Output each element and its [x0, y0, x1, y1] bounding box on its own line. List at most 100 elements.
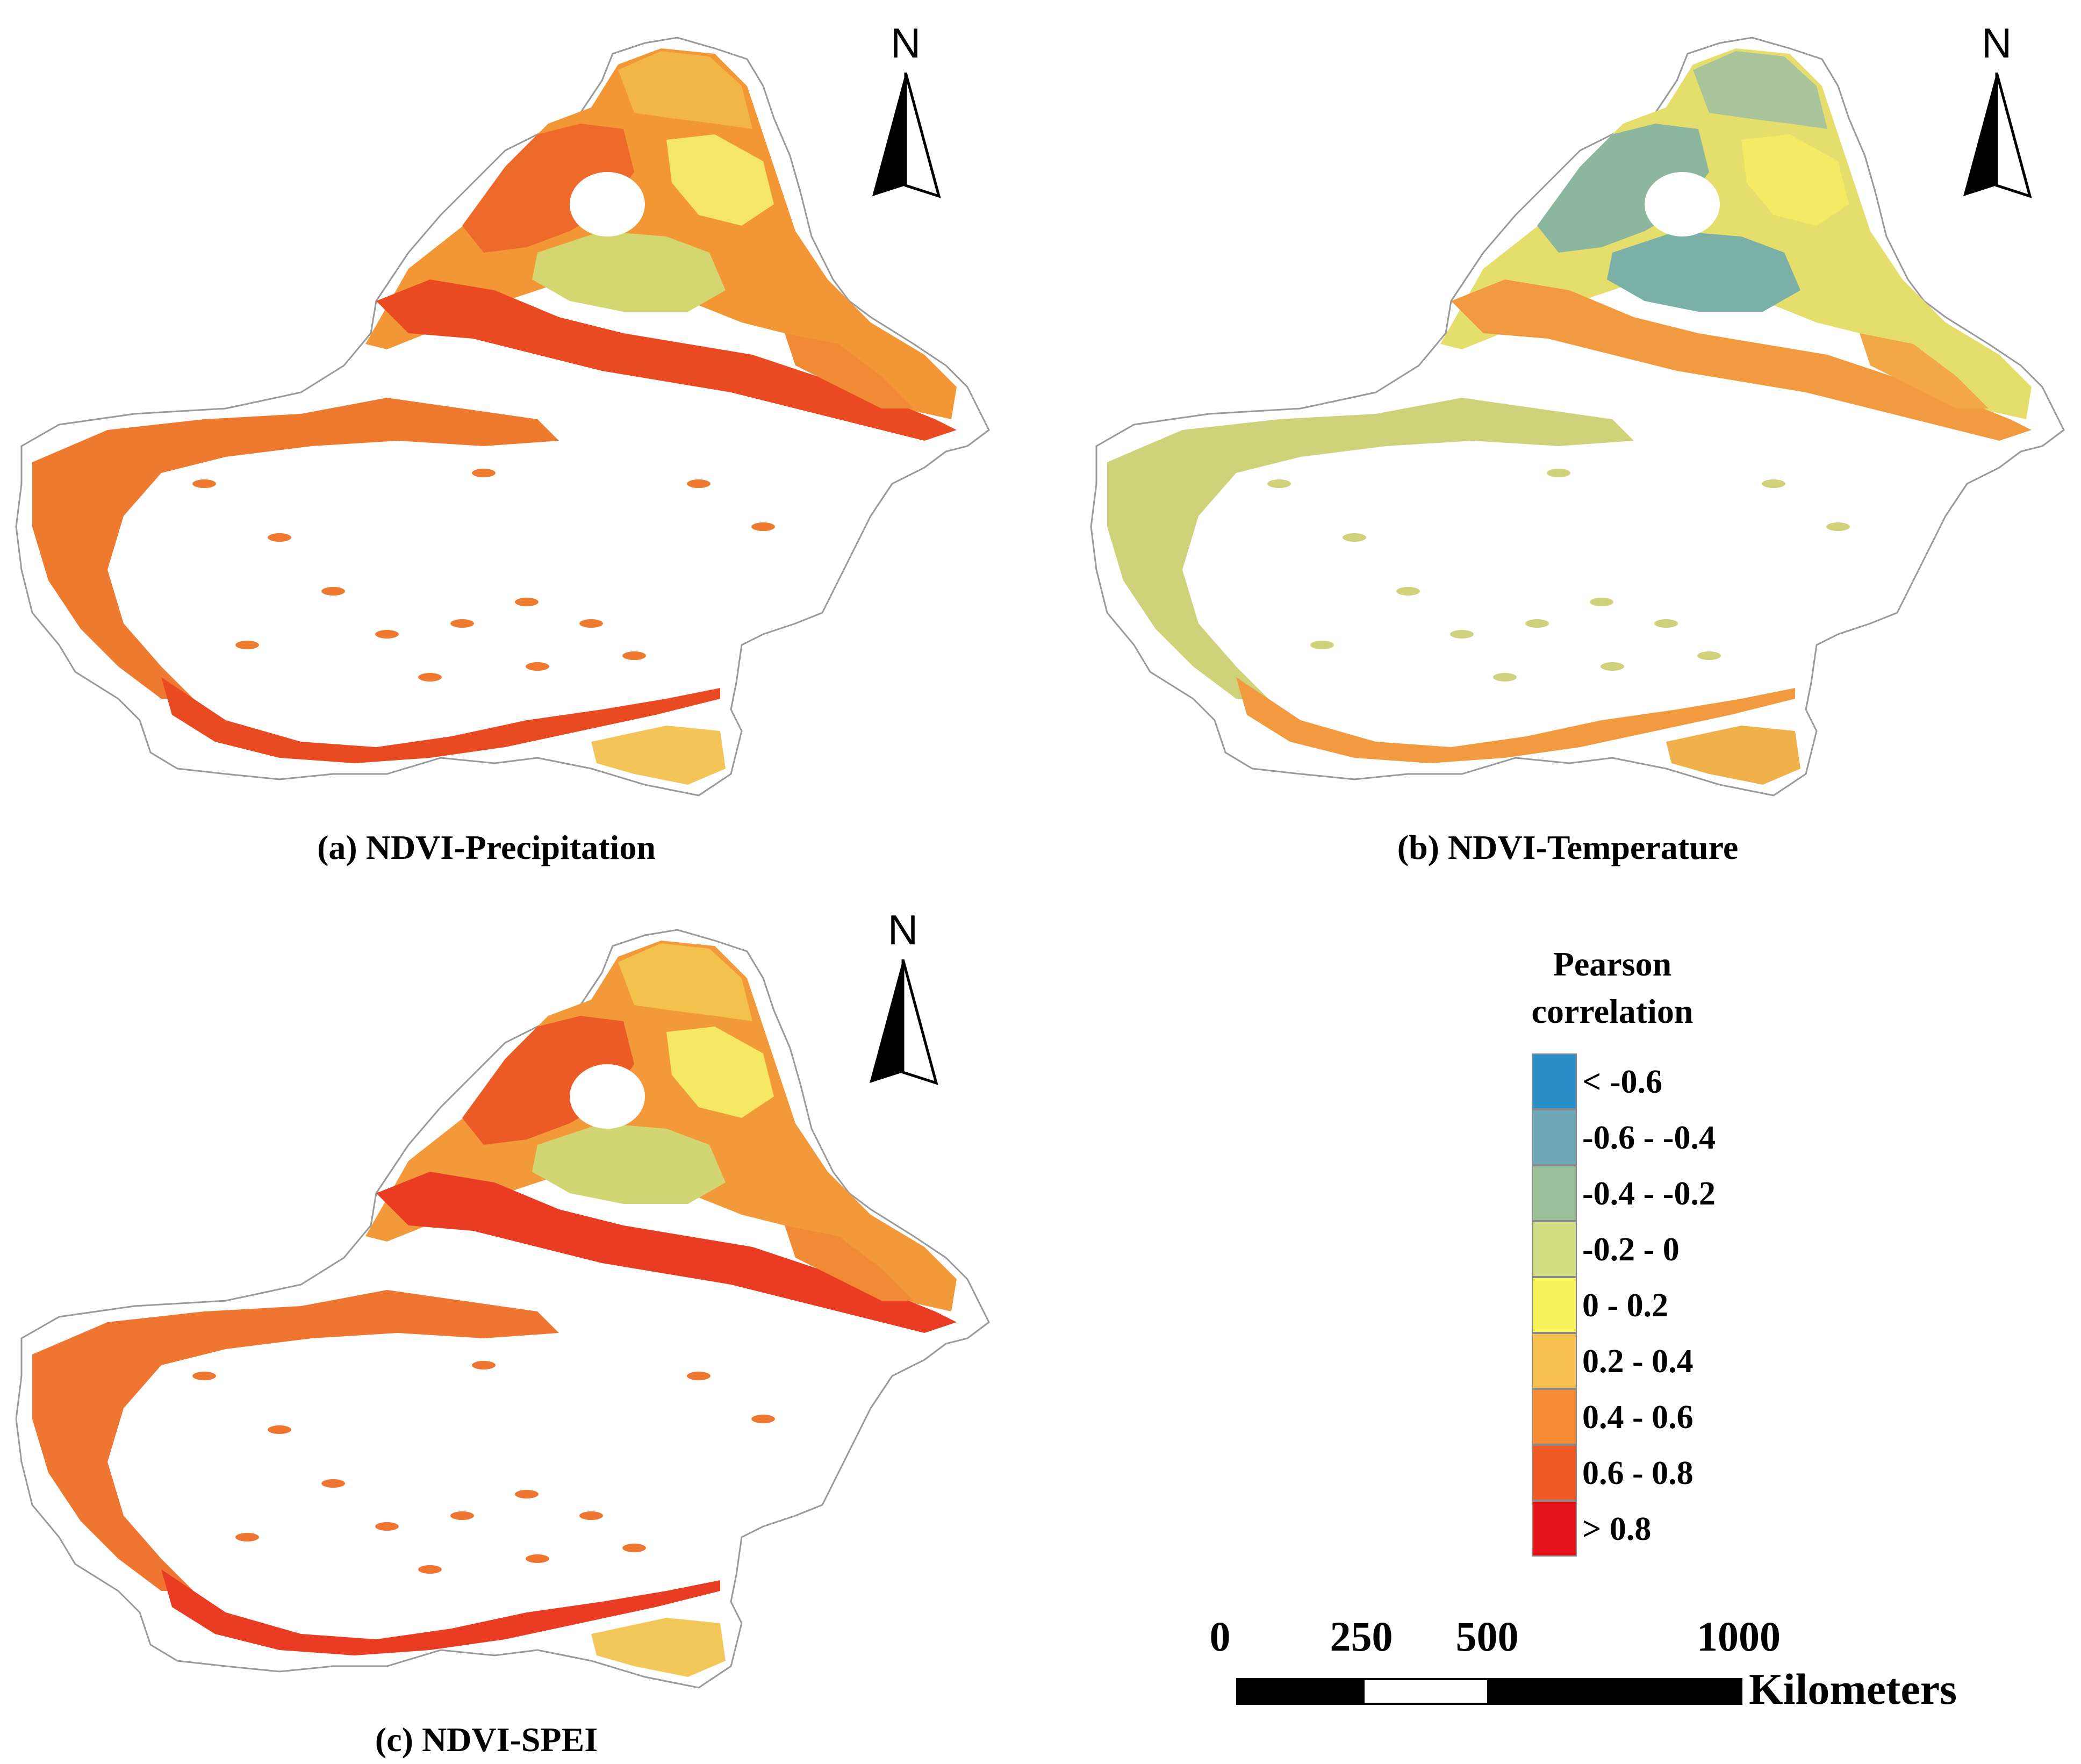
legend-item: < -0.6: [1532, 1053, 1811, 1109]
legend-item: > 0.8: [1532, 1501, 1811, 1557]
vegetation-zone-hami: [1860, 333, 1989, 408]
vegetation-zone-west-rim: [32, 1290, 559, 1591]
vegetation-zone-basin: [532, 231, 726, 312]
vegetation-patch: [515, 1490, 539, 1498]
vegetation-patch: [192, 1372, 216, 1380]
desert-center-north: [570, 1064, 645, 1129]
vegetation-zone-tianshan: [1451, 279, 2032, 441]
legend-swatch: [1532, 1109, 1577, 1165]
legend-item: -0.6 - -0.4: [1532, 1109, 1811, 1165]
legend-item: -0.4 - -0.2: [1532, 1165, 1811, 1221]
vegetation-zone-altai: [618, 943, 752, 1021]
vegetation-zone-tianshan: [376, 279, 957, 441]
scale-segment-black: [1236, 1678, 1364, 1705]
vegetation-zone-east: [1741, 134, 1849, 226]
north-arrow-a: N: [868, 21, 943, 198]
scale-tick-250: 250: [1330, 1613, 1393, 1660]
vegetation-patch: [1547, 469, 1570, 477]
scale-segment-black: [1488, 1678, 1742, 1705]
vegetation-patch: [321, 1479, 345, 1488]
vegetation-patch: [579, 1511, 603, 1520]
vegetation-patch: [622, 651, 646, 660]
vegetation-patch: [1525, 619, 1549, 628]
vegetation-zone-hami: [785, 1225, 914, 1301]
legend-swatch: [1532, 1165, 1577, 1221]
north-arrow-icon: [872, 73, 941, 198]
legend-label: 0.2 - 0.4: [1582, 1343, 1693, 1380]
vegetation-patch: [687, 1372, 711, 1380]
legend-label: 0.4 - 0.6: [1582, 1399, 1693, 1436]
vegetation-patch: [1396, 587, 1420, 596]
scale-segment-white: [1362, 1678, 1489, 1705]
legend-item: 0.4 - 0.6: [1532, 1389, 1811, 1445]
vegetation-patch: [1343, 533, 1366, 542]
legend-swatch: [1532, 1053, 1577, 1109]
legend-item: 0.6 - 0.8: [1532, 1445, 1811, 1501]
legend-swatch: [1532, 1221, 1577, 1277]
vegetation-patch: [450, 619, 474, 628]
region-map-c: [15, 929, 990, 1689]
vegetation-patch: [321, 587, 345, 596]
vegetation-patch: [450, 1511, 474, 1520]
vegetation-patch: [751, 522, 775, 531]
vegetation-patch: [418, 1565, 442, 1574]
scale-tick-0: 0: [1209, 1613, 1231, 1660]
vegetation-patch: [1826, 522, 1850, 531]
region-map-b: [1090, 37, 2065, 797]
vegetation-patch: [235, 1533, 259, 1541]
vegetation-zone-west-rim: [32, 398, 559, 699]
vegetation-zone-west-rim: [1107, 398, 1634, 699]
legend-label: 0 - 0.2: [1582, 1287, 1669, 1324]
vegetation-patch: [375, 630, 399, 639]
vegetation-zone-northwest: [462, 124, 634, 253]
vegetation-patch: [192, 479, 216, 488]
vegetation-zone-south: [591, 1618, 726, 1677]
vegetation-zone-east: [666, 1027, 774, 1118]
vegetation-patch: [579, 619, 603, 628]
vegetation-patch: [622, 1544, 646, 1552]
scale-tick-500: 500: [1455, 1613, 1519, 1660]
legend-label: -0.6 - -0.4: [1582, 1120, 1716, 1156]
vegetation-patch: [1493, 673, 1517, 682]
vegetation-patch: [1697, 651, 1721, 660]
vegetation-patch: [1590, 598, 1613, 606]
legend: Pearson correlation < -0.6 -0.6 - -0.4 -…: [1521, 941, 1822, 1564]
legend-swatch: [1532, 1333, 1577, 1389]
vegetation-patch: [268, 1425, 291, 1434]
vegetation-zone-north: [1440, 48, 2032, 419]
scale-bar: 0 250 500 1000 Kilometers: [1210, 1612, 2005, 1720]
vegetation-patch: [526, 1554, 549, 1563]
vegetation-patch: [235, 641, 259, 649]
caption-a: (a) NDVI-Precipitation: [317, 828, 656, 866]
north-arrow-b: N: [1959, 21, 2034, 198]
vegetation-patch: [1310, 641, 1334, 649]
vegetation-patch: [418, 673, 442, 682]
north-arrow-c: N: [865, 908, 941, 1085]
legend-swatch: [1532, 1501, 1577, 1557]
vegetation-zone-kunlun: [161, 1569, 720, 1655]
vegetation-zone-north: [365, 48, 957, 419]
map-panel-a: (a) NDVI-Precipitation N: [0, 0, 1021, 881]
legend-swatch: [1532, 1277, 1577, 1333]
north-arrow-icon: [870, 959, 938, 1085]
legend-item: 0 - 0.2: [1532, 1277, 1811, 1333]
legend-item: -0.2 - 0: [1532, 1221, 1811, 1277]
vegetation-zone-east: [666, 134, 774, 226]
vegetation-patch: [1450, 630, 1474, 639]
vegetation-zone-altai: [1693, 51, 1827, 129]
scale-tick-1000: 1000: [1697, 1613, 1781, 1660]
region-map-a: [15, 37, 990, 797]
vegetation-zone-kunlun: [161, 677, 720, 763]
legend-label: -0.4 - -0.2: [1582, 1175, 1716, 1212]
legend-label: 0.6 - 0.8: [1582, 1455, 1693, 1491]
vegetation-zone-tianshan: [376, 1172, 957, 1333]
vegetation-patch: [515, 598, 539, 606]
caption-c: (c) NDVI-SPEI: [375, 1720, 598, 1759]
vegetation-zone-altai: [618, 51, 752, 129]
vegetation-zone-basin: [1607, 231, 1800, 312]
legend-title: Pearson correlation: [1531, 945, 1693, 1030]
vegetation-zone-south: [591, 726, 726, 785]
legend-swatch: [1532, 1389, 1577, 1445]
map-panel-b: (b) NDVI-Temperature N: [1075, 0, 2081, 881]
vegetation-zone-northwest: [462, 1016, 634, 1145]
